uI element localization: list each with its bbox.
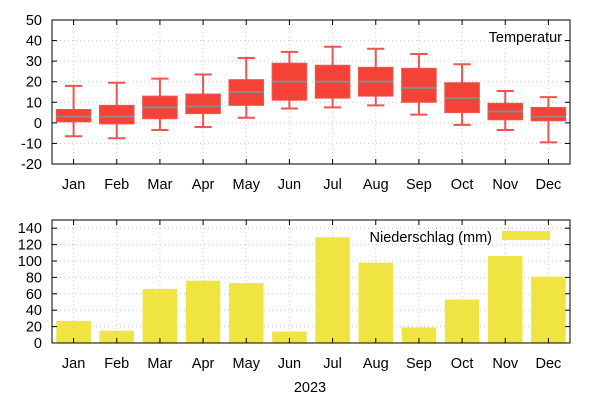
temperature-x-tick-label: Aug [363, 177, 389, 193]
precipitation-bar-jul [315, 237, 350, 343]
temperature-x-tick-label: Feb [104, 177, 129, 193]
temperature-box-jul [314, 45, 351, 109]
precipitation-x-tick-label: Mar [147, 356, 172, 372]
temperature-x-tick-label: Jan [62, 177, 85, 193]
precipitation-x-tick-labels: Jan Feb Mar Apr May Jun Jul Aug Sep Oct Nov Dec [62, 356, 561, 372]
temperature-box-apr [185, 73, 221, 128]
temperature-y-tick-label: -10 [21, 136, 42, 152]
temperature-box-iqr [401, 67, 437, 103]
temperature-x-tick-label: Nov [492, 177, 519, 193]
temperature-box-dec [530, 96, 567, 144]
precipitation-legend-swatch [502, 231, 550, 240]
temperature-x-tick-label: Dec [536, 177, 562, 193]
precipitation-y-tick-label: 60 [26, 287, 42, 303]
temperature-y-tick-label: 10 [26, 95, 42, 111]
temperature-x-tick-label: Mar [147, 177, 172, 193]
temperature-ticks [52, 19, 570, 165]
precipitation-x-tick-label: Sep [406, 356, 432, 372]
temperature-box-aug [357, 47, 394, 107]
temperature-x-tick-label: Jul [323, 177, 342, 193]
precipitation-bar-nov [487, 256, 523, 343]
temperature-y-tick-labels: -20 -10 0 10 20 30 40 50 [21, 13, 42, 173]
temperature-x-tick-label: Oct [451, 177, 474, 193]
temperature-x-tick-label: May [233, 177, 261, 193]
temperature-panel: -20 -10 0 10 20 30 40 50 Jan Feb Mar Apr May Jun Jul A… [21, 13, 571, 193]
temperature-y-tick-label: 20 [26, 75, 42, 91]
precipitation-y-tick-label: 20 [26, 320, 42, 336]
precipitation-x-tick-label: Aug [363, 356, 389, 372]
precipitation-y-tick-label: 0 [34, 336, 42, 352]
precipitation-bar-oct [444, 299, 480, 343]
temperature-y-tick-label: 0 [34, 116, 42, 132]
precipitation-bar-aug [358, 262, 394, 343]
temperature-box-nov [487, 89, 524, 132]
precipitation-x-tick-label: Dec [536, 356, 562, 372]
precipitation-x-tick-label: Feb [104, 356, 129, 372]
precipitation-x-tick-label: Jan [62, 356, 85, 372]
precipitation-bar-may [228, 283, 264, 343]
temperature-box-mar [142, 77, 178, 132]
precipitation-bar-apr [185, 280, 221, 343]
precipitation-legend-label: Niederschlag (mm) [370, 230, 492, 246]
precipitation-bar-mar [142, 288, 178, 343]
precipitation-ticks [52, 220, 570, 344]
temperature-box-iqr [98, 104, 135, 125]
precipitation-bar-sep [401, 327, 437, 343]
temperature-box-iqr [55, 108, 92, 123]
temperature-boxes [55, 45, 567, 144]
temperature-box-may [228, 57, 265, 119]
temperature-box-oct [444, 63, 480, 126]
precipitation-y-tick-label: 80 [26, 270, 42, 286]
precipitation-y-tick-label: 40 [26, 303, 42, 319]
precipitation-bar-jan [56, 320, 91, 343]
precipitation-y-tick-label: 100 [18, 254, 42, 270]
temperature-x-tick-label: Jun [278, 177, 301, 193]
temperature-plot-frame [51, 19, 571, 165]
precipitation-bars [56, 237, 566, 343]
temperature-y-tick-label: 40 [26, 34, 42, 50]
temperature-box-feb [98, 81, 135, 140]
precipitation-x-tick-label: Jun [278, 356, 301, 372]
precipitation-bar-dec [531, 276, 566, 343]
temperature-box-jan [55, 84, 92, 138]
precipitation-x-tick-label: Apr [192, 356, 215, 372]
temperature-box-jun [271, 50, 308, 110]
temperature-x-tick-label: Sep [406, 177, 432, 193]
temperature-y-tick-label: 30 [26, 54, 42, 70]
temperature-box-sep [401, 52, 437, 116]
precipitation-x-axis-label: 2023 [294, 380, 326, 396]
temperature-legend-label: Temperatur [489, 30, 563, 46]
temperature-y-tick-label: 50 [26, 13, 42, 29]
precipitation-plot-frame [51, 219, 571, 344]
precipitation-y-tick-label: 140 [18, 221, 42, 237]
temperature-box-iqr [185, 93, 221, 115]
precipitation-x-tick-label: Oct [451, 356, 474, 372]
precipitation-bar-feb [99, 330, 135, 343]
temperature-x-tick-labels: Jan Feb Mar Apr May Jun Jul Aug Sep Oct Nov Dec [62, 177, 561, 193]
precipitation-x-tick-label: Jul [323, 356, 342, 372]
precipitation-y-tick-label: 120 [18, 238, 42, 254]
precipitation-bar-jun [272, 331, 307, 343]
temperature-x-tick-label: Apr [192, 177, 215, 193]
precipitation-x-tick-label: May [233, 356, 261, 372]
precipitation-x-tick-label: Nov [492, 356, 519, 372]
temperature-y-tick-label: -20 [21, 157, 42, 173]
temperature-box-iqr [530, 106, 567, 122]
